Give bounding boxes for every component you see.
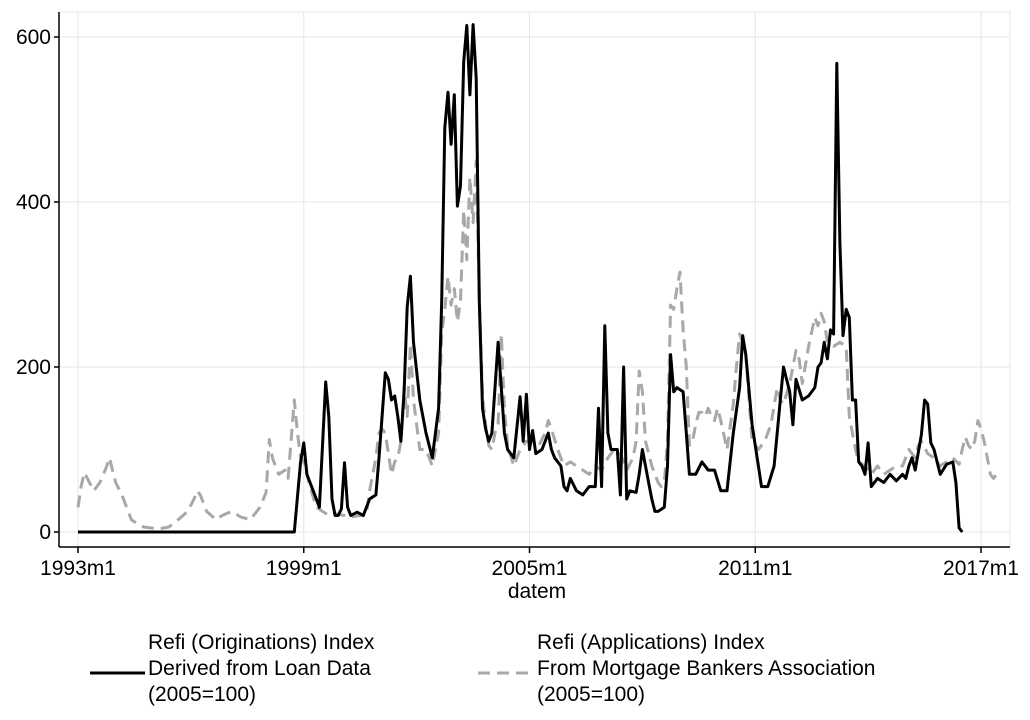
y-tick-label: 0 — [39, 521, 51, 544]
legend: Refi (Originations) Index Derived from Lo… — [90, 631, 875, 706]
series-lines — [76, 23, 998, 534]
x-axis-title: datem — [508, 580, 566, 603]
y-tick-label: 600 — [16, 26, 51, 49]
y-tick-label: 200 — [16, 356, 51, 379]
y-tick-label: 400 — [16, 191, 51, 214]
x-tick-label: 2017m1 — [943, 557, 1019, 580]
legend-label-1-line-1: Refi (Originations) Index — [148, 631, 375, 654]
x-tick-label: 2011m1 — [718, 557, 792, 580]
axes: 0 200 400 600 1993m1 1999m1 2005m1 2011m1 2017m1 — [16, 12, 1019, 580]
series-line-2 — [76, 159, 998, 531]
legend-label-1-line-3: (2005=100) — [148, 683, 256, 706]
legend-label-1-line-2: Derived from Loan Data — [148, 657, 371, 680]
legend-label-2-line-3: (2005=100) — [537, 683, 645, 706]
x-tick-label: 2005m1 — [492, 557, 568, 580]
x-tick-label: 1993m1 — [40, 557, 116, 580]
legend-label-2-line-1: Refi (Applications) Index — [537, 631, 765, 654]
legend-label-2-line-2: From Mortgage Bankers Association — [537, 657, 875, 680]
x-tick-label: 1999m1 — [266, 557, 342, 580]
series-line-1 — [78, 23, 964, 534]
